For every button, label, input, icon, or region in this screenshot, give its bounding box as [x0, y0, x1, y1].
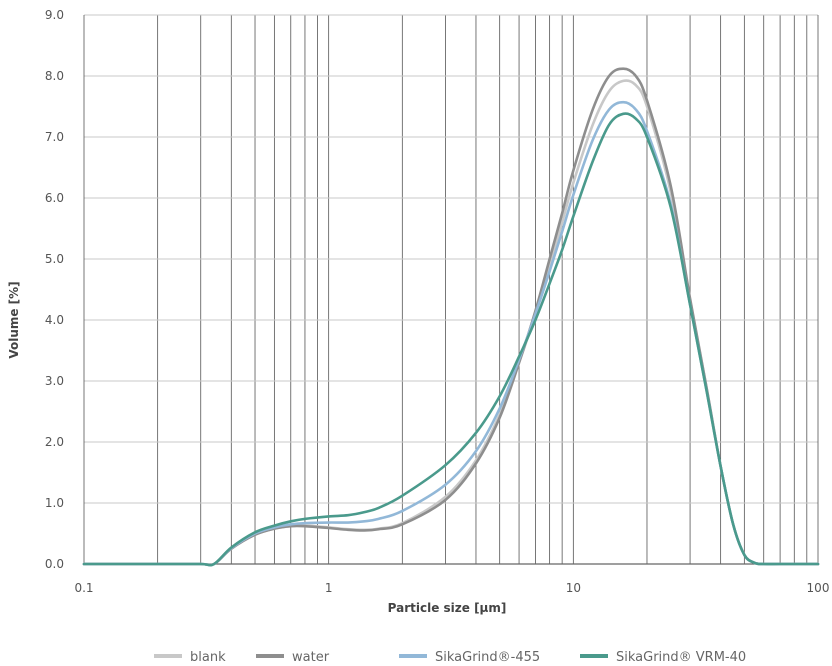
y-tick-label: 9.0	[45, 8, 64, 22]
y-tick-label: 4.0	[45, 313, 64, 327]
x-tick-label: 100	[807, 581, 830, 595]
legend: blank water SikaGrind®-455 SikaGrind® VRM-4…	[154, 650, 746, 665]
y-tick-label: 2.0	[45, 435, 64, 449]
legend-label: water	[292, 650, 330, 665]
horizontal-grid	[84, 14, 818, 504]
series-line-1	[82, 79, 820, 567]
legend-item: SikaGrind®-455	[399, 650, 540, 665]
plot-frame	[83, 15, 819, 565]
legend-item: water	[256, 650, 330, 665]
legend-label: blank	[190, 650, 226, 665]
vertical-grid	[157, 15, 808, 564]
legend-label: SikaGrind® VRM-40	[616, 650, 746, 665]
series-layer	[82, 67, 820, 567]
y-tick-label: 3.0	[45, 374, 64, 388]
y-tick-label: 8.0	[45, 69, 64, 83]
y-axis-title: Volume [%]	[7, 281, 21, 358]
y-tick-label: 0.0	[45, 557, 64, 571]
y-tick-label: 6.0	[45, 191, 64, 205]
y-tick-label: 7.0	[45, 130, 64, 144]
legend-item: SikaGrind® VRM-40	[580, 650, 746, 665]
y-tick-label: 1.0	[45, 496, 64, 510]
x-axis-title: Particle size [µm]	[388, 601, 507, 615]
y-tick-label: 5.0	[45, 252, 64, 266]
x-tick-labels: 0.1 1 10 100	[74, 581, 829, 595]
legend-label: SikaGrind®-455	[435, 650, 540, 665]
y-tick-labels: 0.0 1.0 2.0 3.0 4.0 5.0 6.0 7.0 8.0 9.0	[45, 8, 64, 571]
x-tick-label: 10	[566, 581, 581, 595]
x-tick-label: 0.1	[74, 581, 93, 595]
x-tick-label: 1	[325, 581, 333, 595]
legend-item: blank	[154, 650, 226, 665]
series-line-4	[82, 112, 820, 567]
